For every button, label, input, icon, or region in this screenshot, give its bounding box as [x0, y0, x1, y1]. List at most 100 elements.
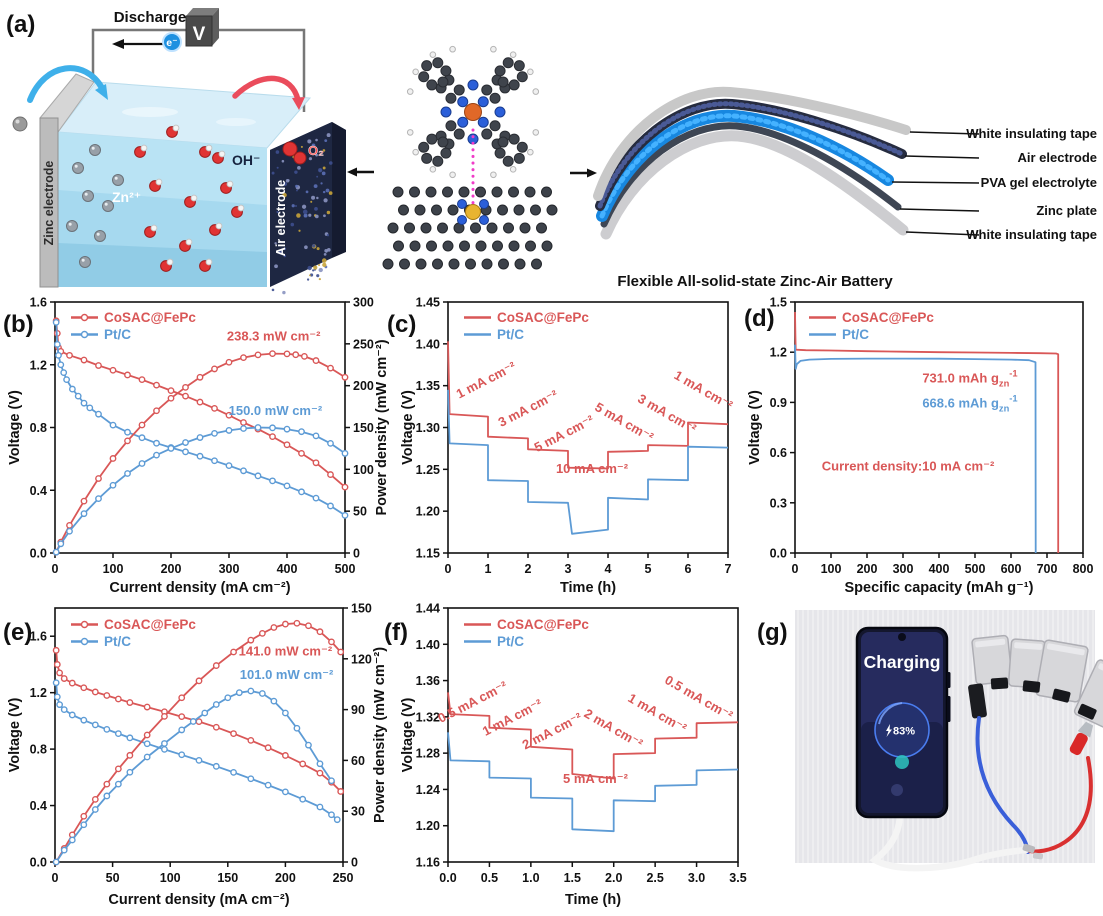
- legend-marker: [80, 620, 89, 629]
- legend-label: Pt/C: [497, 634, 524, 649]
- hydrogen-atom: [490, 171, 497, 179]
- air-electrode-texture-dot: [323, 198, 328, 203]
- air-electrode-texture-dot: [326, 210, 331, 215]
- series-marker: [337, 648, 345, 656]
- battery-percent-label: 83%: [893, 726, 915, 738]
- chart-annotation: 2 mA cm⁻²: [582, 706, 646, 752]
- carbon-atom: [502, 155, 514, 167]
- series-marker: [167, 387, 175, 395]
- series-marker: [269, 350, 276, 358]
- series-marker: [52, 318, 60, 326]
- zinc-ion-highlight: [91, 146, 95, 150]
- water-molecule-hydrogen: [218, 150, 226, 158]
- y2-tick-label: 30: [351, 805, 365, 819]
- graphene-carbon-atom: [536, 222, 547, 234]
- series-marker: [201, 709, 209, 717]
- y2-tick-label: 300: [353, 296, 374, 310]
- panel-label: (b): [3, 311, 34, 338]
- graphene-carbon-atom: [442, 240, 454, 252]
- nitrogen-atom: [457, 215, 467, 225]
- series-marker: [52, 548, 60, 556]
- series-marker: [292, 351, 300, 359]
- air-electrode-texture-dot: [311, 195, 316, 200]
- voltmeter: V: [185, 8, 219, 47]
- series-marker: [91, 688, 99, 696]
- series-marker: [305, 741, 312, 749]
- zinc-atom-icon: [12, 116, 28, 132]
- series-marker: [56, 669, 64, 677]
- carbon-atom: [516, 141, 528, 153]
- y2-axis-title: Power density (mW cm⁻²): [374, 339, 390, 515]
- layer-air-texture: [597, 101, 905, 209]
- x-tick-label: 6: [685, 562, 692, 576]
- series-marker: [196, 398, 204, 406]
- series-marker: [167, 445, 175, 452]
- electron-arrowhead-icon: [112, 39, 124, 49]
- series-marker: [327, 439, 334, 447]
- series-marker: [247, 736, 255, 744]
- panel-e-polarization-chart: 0 50 100 150 200 250 0.0 0.4 0.8 1.2 1.6 0 30 60 90 120…: [3, 602, 388, 909]
- water-molecule-hydrogen: [172, 124, 180, 132]
- y-tick-label: 1.16: [416, 856, 440, 870]
- graphene-carbon-atom: [492, 240, 503, 252]
- series-line: [447, 341, 729, 470]
- hydrogen-atom: [527, 68, 534, 76]
- series-marker: [327, 364, 334, 372]
- series-marker: [86, 404, 94, 412]
- x-tick-label: 4: [605, 562, 612, 576]
- series-marker: [91, 795, 99, 803]
- x-tick-label: 300: [893, 562, 914, 576]
- series-marker: [109, 421, 117, 429]
- series-marker: [109, 366, 117, 374]
- zinc-ion-highlight: [114, 176, 118, 180]
- carbon-atom: [497, 136, 509, 148]
- layer-label: Zinc plate: [1036, 203, 1097, 218]
- carbon-atom: [426, 133, 438, 145]
- series-marker: [143, 740, 151, 748]
- series-line: [55, 690, 333, 863]
- graphene-carbon-atom: [481, 258, 493, 270]
- series-marker: [247, 636, 255, 644]
- small-bubble: [891, 784, 903, 796]
- chart-annotation: 731.0 mAh gzn-1: [922, 368, 1017, 388]
- y-tick-label: 1.2: [30, 686, 47, 700]
- air-electrode-texture-dot: [311, 143, 316, 148]
- panel-g-photo: (g): [757, 610, 1103, 872]
- y-tick-label: 1.15: [416, 547, 440, 561]
- y-axis-title: Voltage (V): [400, 698, 416, 773]
- carbon-atom: [508, 133, 520, 145]
- series-line: [447, 732, 739, 833]
- air-electrode-texture-dot: [324, 139, 328, 143]
- pouch-cell-seal: [1014, 642, 1043, 650]
- x-tick-label: 200: [275, 871, 296, 885]
- air-electrode-texture-dot: [304, 245, 308, 250]
- panel-f-rate-chart: 0.0 0.5 1.0 1.5 2.0 2.5 3.0 3.5 1.16 1.20 1.24 1.28…: [384, 602, 747, 909]
- graphene-carbon-atom: [458, 186, 470, 198]
- y-tick-label: 1.45: [416, 296, 440, 310]
- carbon-atom: [453, 84, 465, 96]
- series-line: [55, 622, 342, 863]
- water-molecule-hydrogen: [226, 180, 234, 188]
- zinc-ion-icon: [89, 144, 101, 156]
- series-marker: [178, 713, 186, 721]
- hydrogen-atom: [449, 45, 456, 53]
- zinc-ion-highlight: [84, 192, 88, 196]
- series-marker: [281, 752, 289, 759]
- series-marker: [182, 392, 189, 400]
- air-electrode-texture-dot: [307, 265, 312, 271]
- nitrogen-atom: [477, 96, 489, 108]
- air-electrode-slab: [270, 122, 332, 287]
- chart-annotation: 3 mA cm⁻²: [496, 387, 561, 430]
- layer-white-tape-top: [593, 86, 911, 201]
- layer-leader-line: [891, 181, 980, 184]
- legend-marker: [80, 313, 89, 322]
- series-marker: [153, 407, 160, 415]
- water-molecule-hydrogen: [237, 204, 245, 212]
- y-tick-label: 1.40: [416, 337, 440, 351]
- x-tick-label: 0.5: [481, 871, 498, 885]
- black-clip: [990, 677, 1009, 690]
- plot-frame: [54, 607, 344, 863]
- x-tick-label: 800: [1073, 562, 1094, 576]
- hydrogen-atom: [449, 171, 456, 179]
